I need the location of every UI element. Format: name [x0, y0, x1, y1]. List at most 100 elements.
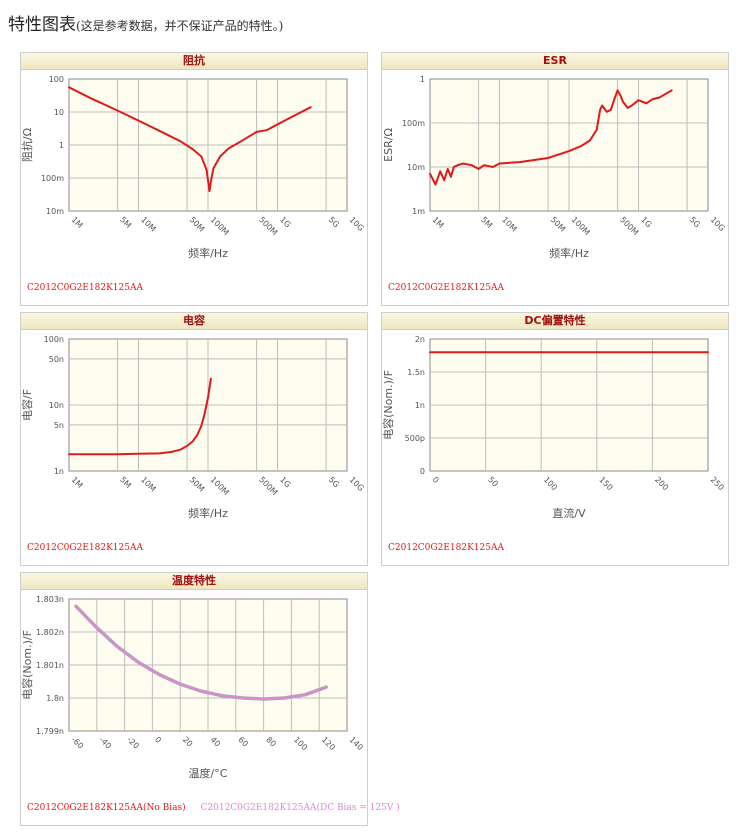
x-tick-label: 5G	[327, 475, 341, 489]
y-tick-label: 100n	[44, 335, 64, 344]
x-tick-label: 100	[292, 735, 309, 752]
x-tick-label: 50M	[188, 475, 207, 494]
x-tick-label: 1G	[639, 215, 653, 229]
y-tick-label: 10m	[46, 207, 64, 216]
y-tick-label: 500p	[405, 434, 425, 443]
x-tick-label: 100M	[209, 215, 231, 237]
y-tick-label: 100m	[41, 174, 64, 183]
y-tick-label: 1m	[412, 207, 425, 216]
y-tick-label: 1.5n	[407, 368, 425, 377]
y-tick-label: 1.8n	[46, 694, 64, 703]
x-tick-label: 10M	[139, 475, 158, 494]
impedance-chart-panel: 阻抗 1M 5M 10M 50M 100M 500M 1G 5G 10G 10m 100m 1 10 10…	[20, 52, 368, 306]
legend-dc-bias: C2012C0G2E182K125AA(DC Bias = 125V )	[200, 803, 400, 813]
chart-legend: C2012C0G2E182K125AA	[388, 283, 516, 293]
x-tick-label: 10M	[139, 215, 158, 234]
chart-title: 温度特性	[21, 573, 367, 590]
series-line	[75, 605, 328, 700]
x-tick-label: 50	[486, 475, 500, 489]
chart-title: DC偏置特性	[382, 313, 728, 330]
x-axis-title: 频率/Hz	[188, 506, 228, 520]
x-tick-label: -40	[97, 735, 113, 751]
legend-series-label: C2012C0G2E182K125AA	[388, 543, 504, 553]
x-tick-label: 5M	[118, 215, 133, 230]
chart-title: 电容	[21, 313, 367, 330]
x-tick-label: 5G	[688, 215, 702, 229]
x-axis-title: 频率/Hz	[188, 246, 228, 260]
temperature-chart: -60 -40 -20 0 20 40 60 80 100 120 140 1.799n 1.8n 1.8…	[21, 595, 365, 780]
y-tick-label: 100m	[402, 119, 425, 128]
x-tick-label: 200	[653, 475, 670, 492]
x-tick-label: 500M	[257, 475, 279, 497]
x-tick-label: 0	[431, 475, 441, 485]
chart-legend: C2012C0G2E182K125AA	[27, 283, 155, 293]
chart-legend: C2012C0G2E182K125AA	[27, 543, 155, 553]
y-tick-label: 1.802n	[36, 628, 64, 637]
y-tick-label: 10m	[407, 163, 425, 172]
chart-legend: C2012C0G2E182K125AA	[388, 543, 516, 553]
series-line	[429, 89, 673, 186]
dc-bias-chart: 0 50 100 150 200 250 0 500p 1n 1.5n 2n 直流/V 电容(Nom.)…	[382, 335, 726, 520]
chart-title: ESR	[382, 53, 728, 70]
x-tick-label: 20	[181, 735, 195, 749]
x-tick-label: 0	[153, 735, 163, 745]
legend-series-label: C2012C0G2E182K125AA	[27, 543, 143, 553]
x-tick-label: 140	[348, 735, 365, 752]
series-line	[68, 377, 212, 456]
x-tick-label: 50M	[549, 215, 568, 234]
y-tick-label: 1n	[415, 401, 425, 410]
y-tick-label: 0	[420, 467, 425, 476]
series-line	[68, 86, 312, 193]
page-header: 特性图表(这是参考数据，并不保证产品的特性。)	[8, 10, 283, 35]
chart-legend: C2012C0G2E182K125AA(No Bias) C2012C0G2E1…	[27, 803, 412, 813]
capacitance-chart-panel: 电容 1M 5M 10M 50M 100M 500M 1G 5G 10G 1n 5n 10n 50n 10…	[20, 312, 368, 566]
x-tick-label: 1G	[278, 475, 292, 489]
x-tick-label: 500M	[257, 215, 279, 237]
y-tick-label: 1.801n	[36, 661, 64, 670]
y-axis-title: 电容/F	[21, 389, 34, 421]
y-axis-title: 电容(Nom.)/F	[382, 370, 395, 440]
x-tick-label: 100M	[570, 215, 592, 237]
x-tick-label: 10G	[348, 215, 366, 233]
x-axis-title: 直流/V	[552, 506, 586, 520]
page-title: 特性图表	[8, 15, 76, 35]
x-tick-label: 60	[236, 735, 250, 749]
y-tick-label: 1n	[54, 467, 64, 476]
x-tick-label: 100	[542, 475, 559, 492]
y-axis-title: ESR/Ω	[382, 128, 395, 162]
temperature-chart-panel: 温度特性 -60 -40 -20 0 20 40 60 80 100 120 140 1.799n 1.…	[20, 572, 400, 826]
x-tick-label: 40	[209, 735, 223, 749]
dc-bias-chart-panel: DC偏置特性 0 50 100 150 200 250 0 500p 1n 1.5n 2n 直流/V 电…	[381, 312, 729, 566]
x-tick-label: 120	[320, 735, 337, 752]
esr-chart-panel: ESR 1M 5M 10M 50M 100M 500M 1G 5G 10G 1m 10m 100m 1 频…	[381, 52, 729, 306]
disclaimer-note: (这是参考数据，并不保证产品的特性。)	[76, 19, 284, 33]
x-tick-label: 150	[597, 475, 614, 492]
x-axis-title: 频率/Hz	[549, 246, 589, 260]
y-tick-label: 2n	[415, 335, 425, 344]
y-tick-label: 100	[49, 75, 64, 84]
x-tick-label: 5M	[479, 215, 494, 230]
y-tick-label: 50n	[49, 355, 64, 364]
y-tick-label: 1	[59, 141, 64, 150]
y-tick-label: 5n	[54, 421, 64, 430]
x-tick-label: -20	[125, 735, 141, 751]
y-tick-label: 10	[54, 108, 64, 117]
x-tick-label: 1M	[70, 215, 85, 230]
y-axis-title: 电容(Nom.)/F	[21, 630, 34, 700]
x-tick-label: 1M	[70, 475, 85, 490]
x-tick-label: -60	[70, 735, 86, 751]
x-tick-label: 80	[264, 735, 278, 749]
y-tick-label: 1.799n	[36, 727, 64, 736]
x-tick-label: 500M	[618, 215, 640, 237]
x-tick-label: 100M	[209, 475, 231, 497]
legend-no-bias: C2012C0G2E182K125AA(No Bias)	[27, 803, 186, 813]
y-axis-title: 阻抗/Ω	[21, 128, 34, 162]
legend-series-label: C2012C0G2E182K125AA	[27, 283, 143, 293]
x-tick-label: 10G	[348, 475, 366, 493]
y-tick-label: 1.803n	[36, 595, 64, 604]
y-tick-label: 1	[420, 75, 425, 84]
x-tick-label: 10G	[709, 215, 727, 233]
